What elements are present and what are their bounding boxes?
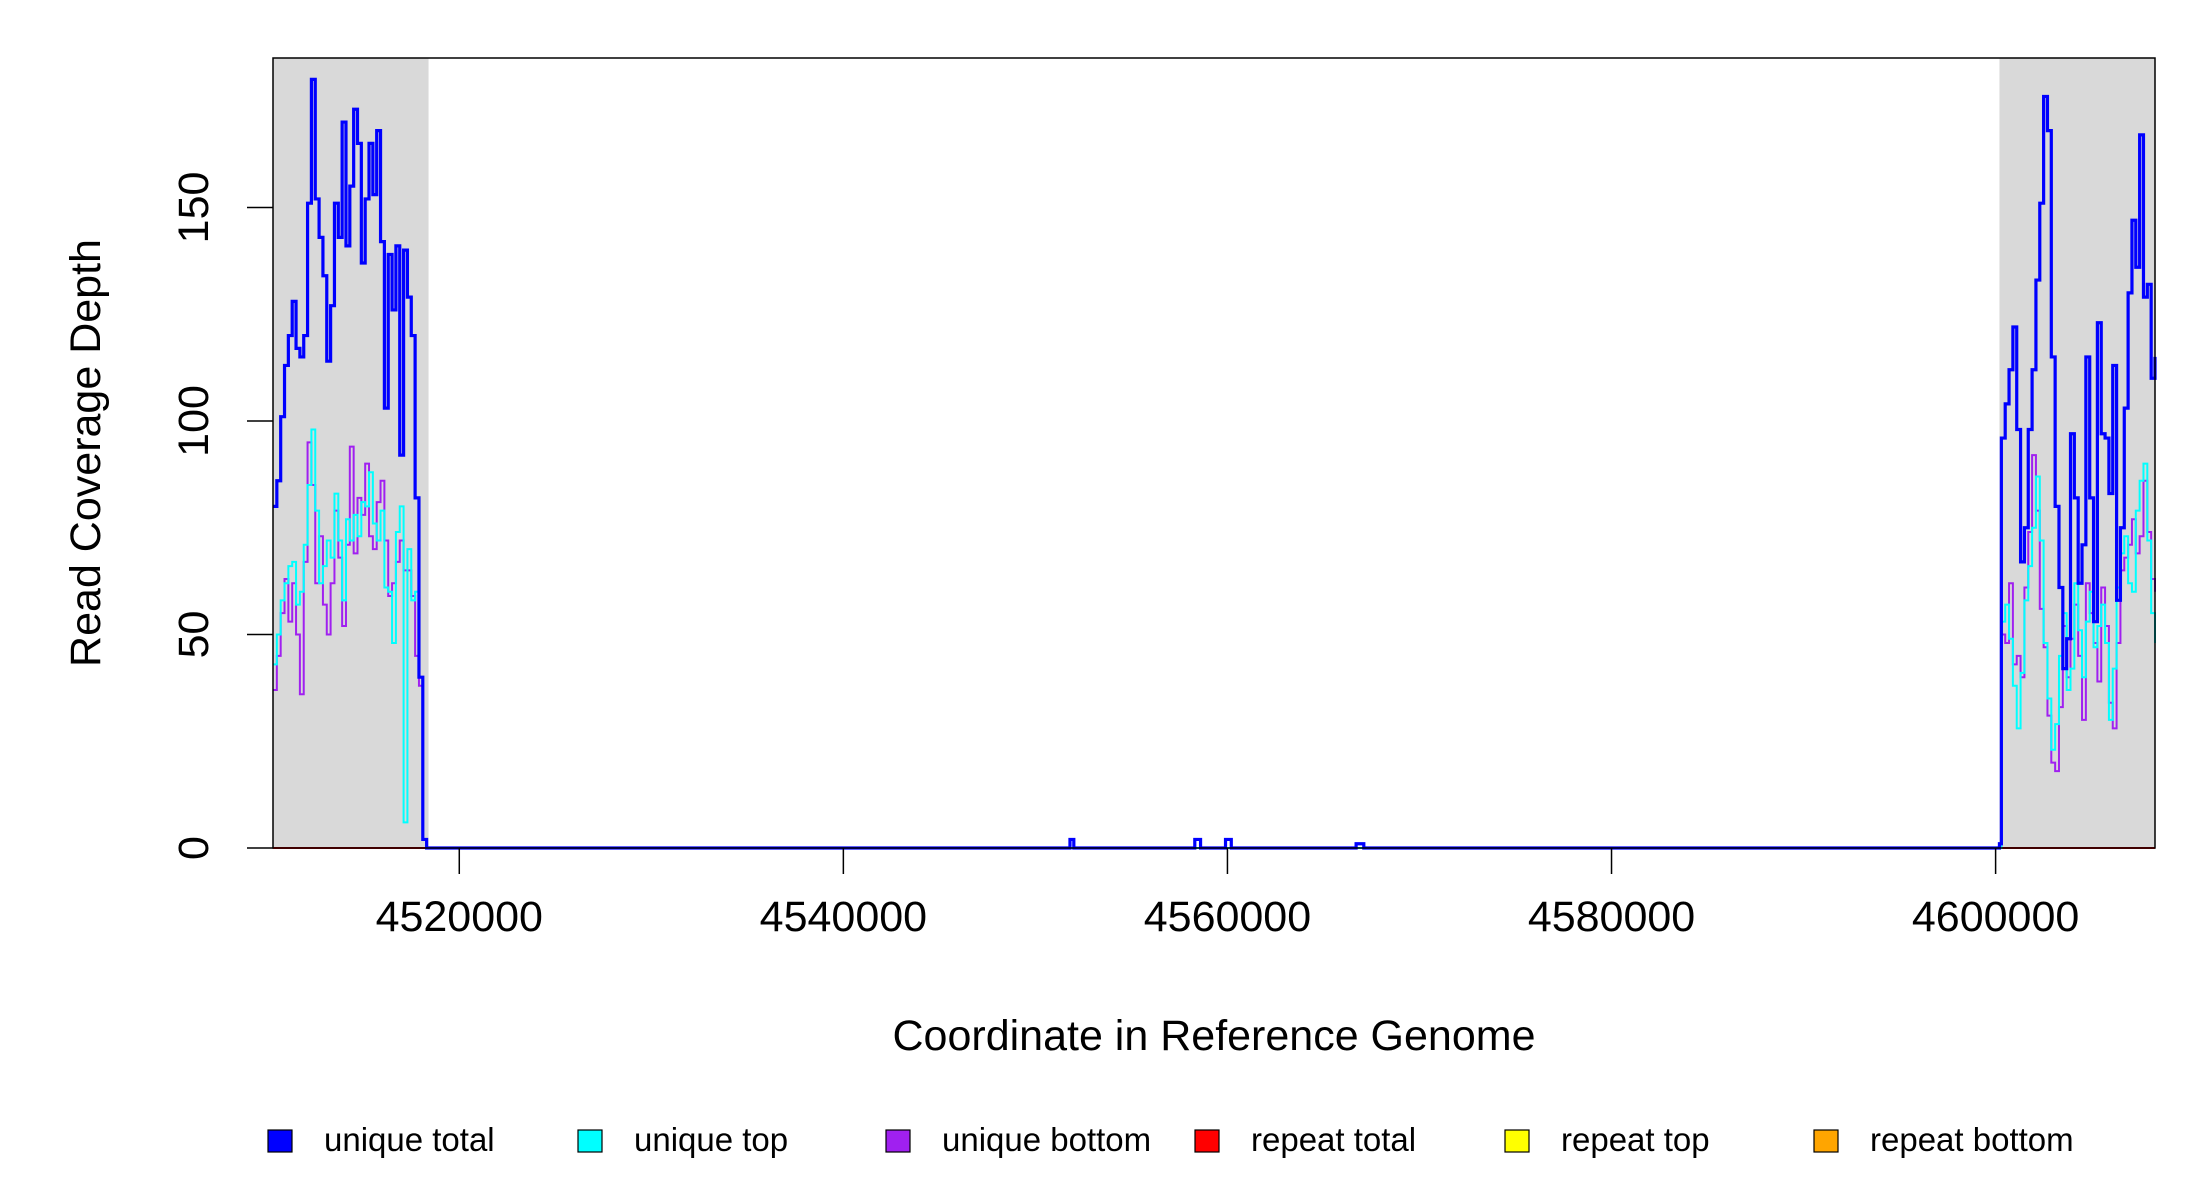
x-axis-label: Coordinate in Reference Genome xyxy=(893,1012,1536,1060)
legend-label: repeat bottom xyxy=(1870,1121,2074,1158)
x-tick-label: 4540000 xyxy=(760,893,927,941)
legend-label: unique bottom xyxy=(942,1121,1151,1158)
legend-swatch xyxy=(577,1129,603,1153)
x-axis: 4520000 4540000 4560000 4580000 4600000 xyxy=(376,848,2079,941)
legend-swatch xyxy=(267,1129,293,1153)
y-tick-label: 50 xyxy=(170,611,218,659)
legend-swatch xyxy=(1504,1129,1530,1153)
shaded-region-1 xyxy=(1999,58,2155,848)
legend-label: unique top xyxy=(634,1121,788,1158)
legend-swatch xyxy=(1194,1129,1220,1153)
x-tick-label: 4520000 xyxy=(376,893,543,941)
legend-label: repeat total xyxy=(1251,1121,1416,1158)
y-tick-label: 100 xyxy=(170,385,218,457)
y-axis-label: Read Coverage Depth xyxy=(62,239,110,667)
x-tick-label: 4560000 xyxy=(1144,893,1311,941)
series-unique-bottom xyxy=(273,441,2156,849)
legend: unique total unique top unique bottom repea… xyxy=(267,1121,2074,1158)
plot-frame xyxy=(272,57,2156,849)
series-unique-top xyxy=(273,428,2156,849)
legend-swatch xyxy=(1813,1129,1839,1153)
legend-label: repeat top xyxy=(1561,1121,1710,1158)
x-tick-label: 4580000 xyxy=(1528,893,1695,941)
legend-swatch xyxy=(885,1129,911,1153)
legend-label: unique total xyxy=(324,1121,495,1158)
y-tick-label: 150 xyxy=(170,172,218,244)
y-axis: 0 50 100 150 xyxy=(170,172,273,860)
y-tick-label: 0 xyxy=(170,836,218,860)
shaded-regions xyxy=(273,58,2155,848)
series-unique-total xyxy=(273,77,2157,850)
x-tick-label: 4600000 xyxy=(1912,893,2079,941)
series-layer xyxy=(273,77,2157,850)
